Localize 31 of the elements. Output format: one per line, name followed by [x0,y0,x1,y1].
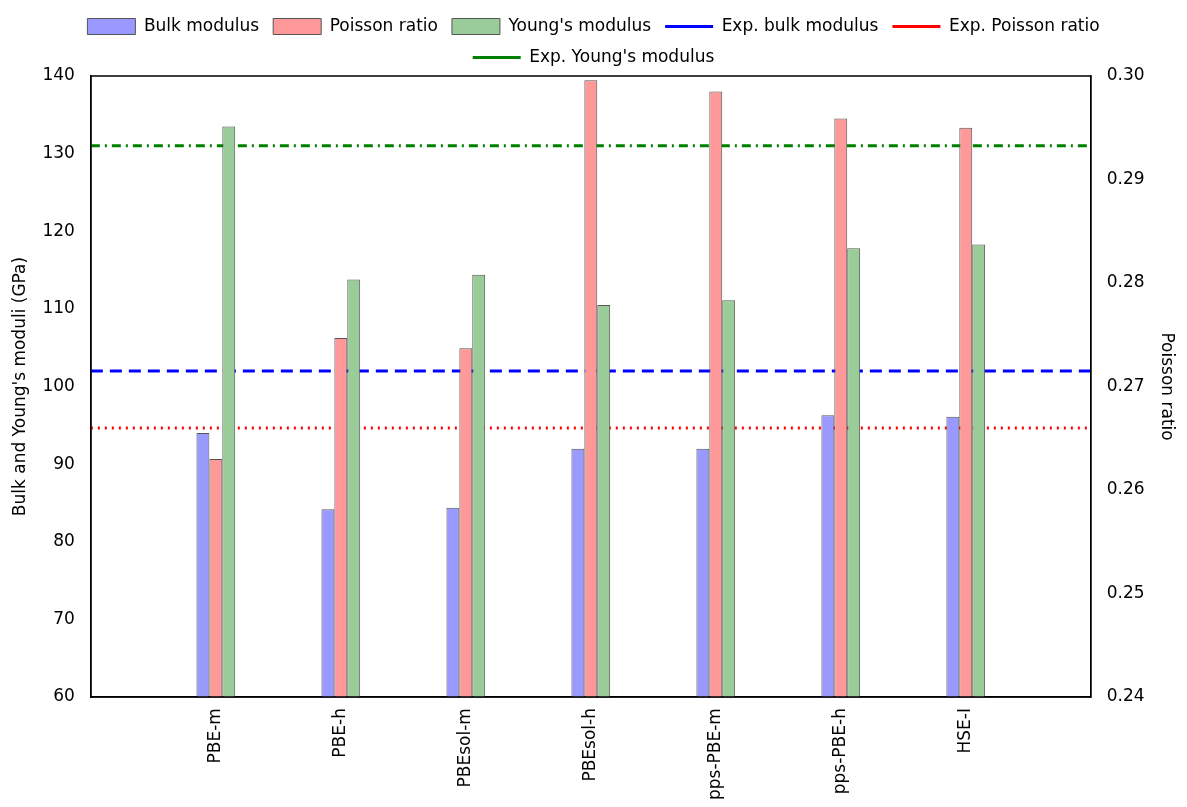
y2-tick-label: 0.24 [1106,685,1145,706]
y-axis-title: Bulk and Young's moduli (GPa) [8,256,29,517]
y-tick-label: 100 [42,374,75,395]
x-tick-label: PBEsol-h [579,708,600,782]
y2-tick-label: 0.26 [1106,478,1145,499]
y-tick-label: 70 [53,607,75,628]
x-tick-label: PBEsol-m [454,708,475,788]
y-tick-label: 80 [53,530,75,551]
y2-tick-label: 0.25 [1106,581,1145,602]
x-tick-label: PBE-m [204,708,225,764]
y-tick-label: 130 [42,142,75,163]
legend-label: Exp. bulk modulus [721,14,879,35]
y2-tick-label: 0.29 [1106,167,1145,188]
legend-label: Exp. Young's modulus [529,45,715,66]
y2-tick-label: 0.30 [1106,64,1145,85]
y-tick-label: 140 [42,64,75,85]
x-tick-label: HSE-I [954,708,975,754]
y-tick-label: 110 [42,297,75,318]
x-tick-label: pps-PBE-m [704,708,725,801]
y2-tick-label: 0.28 [1106,271,1145,292]
y-tick-label: 120 [42,219,75,240]
legend-label: Young's modulus [507,14,652,35]
legend-label: Exp. Poisson ratio [948,14,1100,35]
legend-label: Poisson ratio [329,14,438,35]
legend-label: Bulk modulus [143,14,260,35]
y-tick-label: 90 [53,452,75,473]
y2-axis-title: Poisson ratio [1158,332,1179,441]
y-tick-label: 60 [53,685,75,706]
x-tick-label: PBE-h [329,708,350,758]
x-tick-label: pps-PBE-h [829,708,850,795]
y2-tick-label: 0.27 [1106,374,1145,395]
